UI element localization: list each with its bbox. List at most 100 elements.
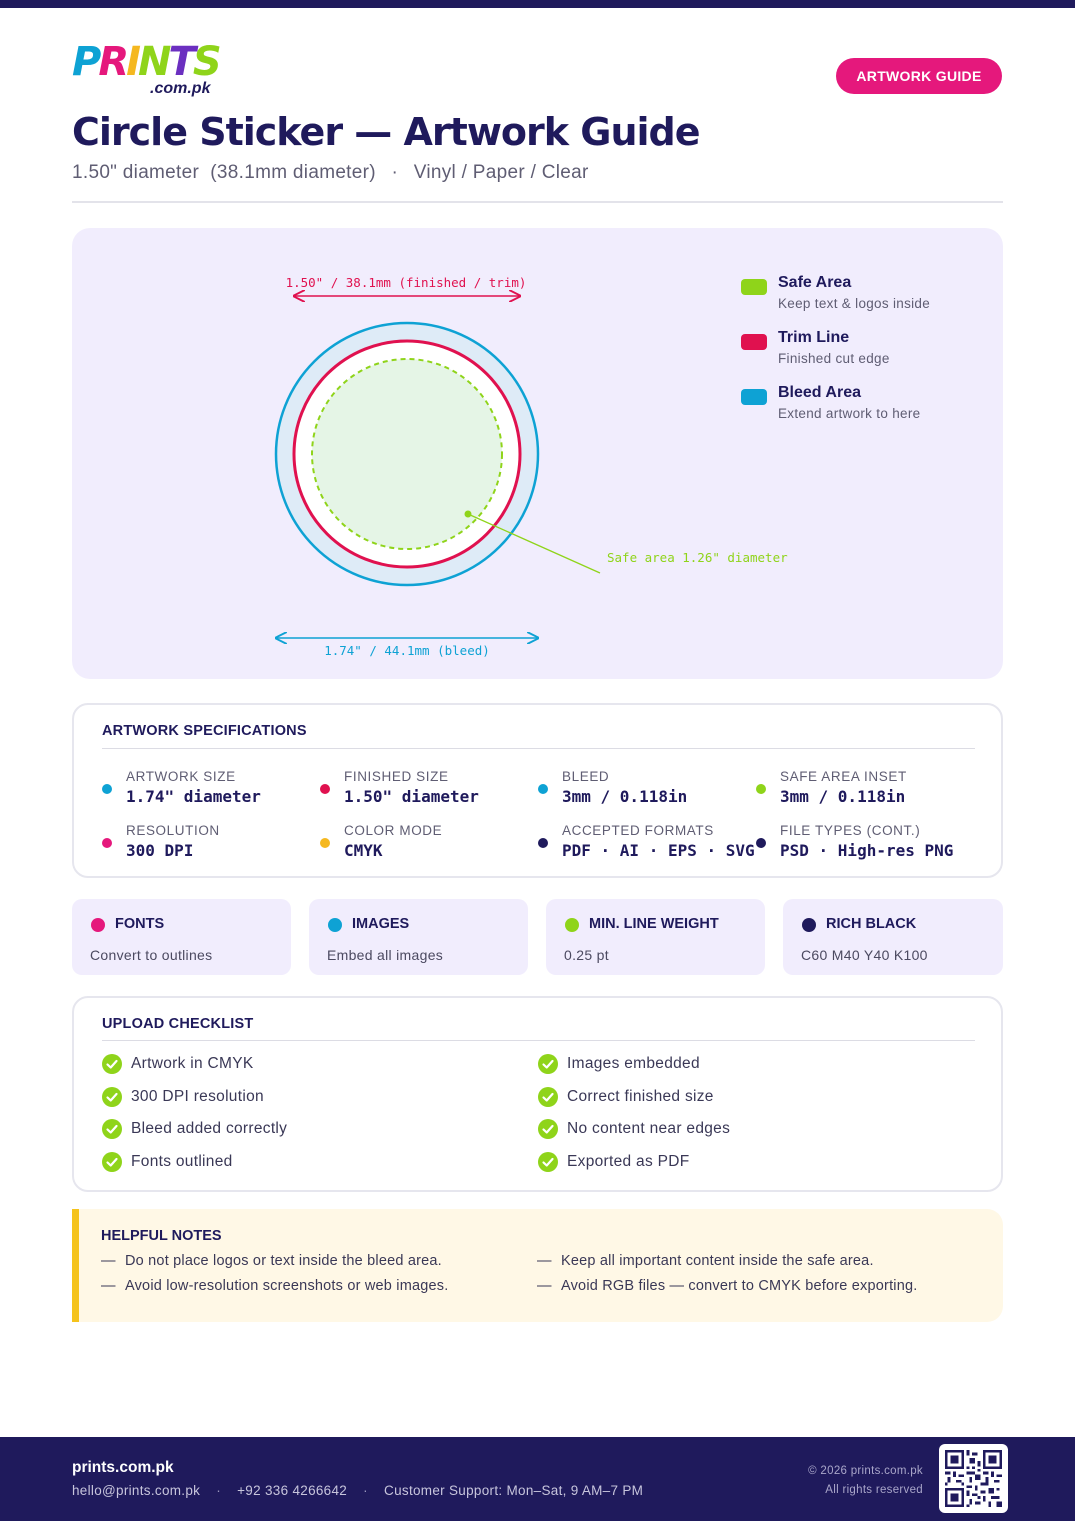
checklist-text: Images embedded bbox=[567, 1055, 700, 1072]
specs-divider bbox=[102, 748, 975, 749]
tile-desc: 0.25 pt bbox=[564, 947, 609, 963]
logo-domain: .com.pk bbox=[150, 80, 211, 97]
checklist-text: No content near edges bbox=[567, 1120, 731, 1137]
legend-item-safe: Safe Area Keep text & logos inside bbox=[741, 273, 930, 328]
spec-dot bbox=[102, 784, 112, 794]
spec-dot bbox=[320, 838, 330, 848]
check-icon bbox=[538, 1087, 558, 1107]
checklist-text: Correct finished size bbox=[567, 1088, 714, 1105]
tile-fonts: FONTS Convert to outlines bbox=[72, 899, 291, 975]
tile-desc: Convert to outlines bbox=[90, 947, 213, 963]
footer: prints.com.pk hello@prints.com.pk · +92 … bbox=[0, 1437, 1075, 1521]
spec-value: 1.74" diameter bbox=[126, 787, 261, 806]
footer-email-link[interactable]: hello@prints.com.pk bbox=[72, 1483, 201, 1498]
note-text: Do not place logos or text inside the bl… bbox=[125, 1253, 442, 1269]
footer-brand[interactable]: prints.com.pk bbox=[72, 1459, 174, 1476]
footer-support-hours: Customer Support: Mon–Sat, 9 AM–7 PM bbox=[384, 1483, 644, 1498]
checklist-text: Bleed added correctly bbox=[131, 1120, 288, 1137]
tile-dot bbox=[328, 918, 342, 932]
note-dash: — bbox=[101, 1253, 116, 1269]
safe-area-label: Safe area 1.26" diameter bbox=[607, 550, 788, 565]
footer-separator: · bbox=[363, 1483, 368, 1498]
qr-code-icon[interactable] bbox=[939, 1444, 1008, 1513]
spec-label: ACCEPTED FORMATS bbox=[562, 823, 714, 838]
checklist-text: Exported as PDF bbox=[567, 1153, 690, 1170]
tile-title: MIN. LINE WEIGHT bbox=[589, 916, 719, 932]
artwork-specifications-card: ARTWORK SPECIFICATIONS ARTWORK SIZE 1.74… bbox=[72, 703, 1003, 878]
logo-letter: I bbox=[126, 39, 141, 85]
tile-title: RICH BLACK bbox=[826, 916, 917, 932]
logo-letter: S bbox=[192, 39, 222, 85]
safe-area-leader-dot bbox=[464, 510, 472, 518]
helpful-notes-panel: HELPFUL NOTES — Do not place logos or tex… bbox=[72, 1209, 1003, 1322]
spec-label: RESOLUTION bbox=[126, 823, 220, 838]
size-text: 1.50" diameter bbox=[72, 162, 200, 183]
legend-desc: Keep text & logos inside bbox=[778, 296, 931, 311]
check-icon bbox=[538, 1054, 558, 1074]
materials-text: Vinyl / Paper / Clear bbox=[413, 162, 589, 183]
note-text: Avoid low-resolution screenshots or web … bbox=[125, 1278, 449, 1294]
size-metric-text: (38.1mm diameter) bbox=[210, 162, 376, 183]
header-divider bbox=[72, 201, 1003, 203]
legend-item-bleed: Bleed Area Extend artwork to here bbox=[741, 383, 930, 438]
prints-logo[interactable]: PRINTS .com.pk bbox=[72, 40, 232, 100]
note-item: — Keep all important content inside the s… bbox=[537, 1253, 874, 1269]
legend-title: Trim Line bbox=[778, 329, 850, 346]
safe-area-circle bbox=[311, 358, 503, 550]
spec-value: PDF · AI · EPS · SVG bbox=[562, 841, 755, 860]
spec-dot bbox=[320, 784, 330, 794]
checklist-text: Fonts outlined bbox=[131, 1153, 233, 1170]
tile-rich-black: RICH BLACK C60 M40 Y40 K100 bbox=[783, 899, 1003, 975]
check-icon bbox=[538, 1152, 558, 1172]
check-icon bbox=[102, 1087, 122, 1107]
sticker-diagram-panel: 1.50" / 38.1mm (finished / trim) Safe ar… bbox=[72, 228, 1003, 679]
spec-label: FILE TYPES (CONT.) bbox=[780, 823, 921, 838]
tile-title: FONTS bbox=[115, 916, 165, 932]
footer-separator: · bbox=[216, 1483, 222, 1498]
top-accent-bar bbox=[0, 0, 1075, 8]
note-item: — Avoid RGB files — convert to CMYK befor… bbox=[537, 1278, 917, 1294]
sticker-diagram: 1.50" / 38.1mm (finished / trim) Safe ar… bbox=[274, 275, 788, 658]
specs-heading: ARTWORK SPECIFICATIONS bbox=[102, 723, 307, 739]
spec-label: FINISHED SIZE bbox=[344, 769, 449, 784]
spec-label: BLEED bbox=[562, 769, 610, 784]
spec-value: 1.50" diameter bbox=[344, 787, 479, 806]
rights-text: All rights reserved bbox=[825, 1484, 923, 1496]
tile-min-line-weight: MIN. LINE WEIGHT 0.25 pt bbox=[546, 899, 765, 975]
legend-title: Safe Area bbox=[778, 274, 852, 291]
legend-desc: Extend artwork to here bbox=[778, 406, 921, 421]
safe-swatch bbox=[741, 279, 767, 295]
check-icon bbox=[102, 1119, 122, 1139]
spec-value: CMYK bbox=[344, 841, 383, 860]
checklist-heading: UPLOAD CHECKLIST bbox=[102, 1016, 254, 1032]
spec-value: PSD · High-res PNG bbox=[780, 841, 954, 860]
tile-desc: C60 M40 Y40 K100 bbox=[801, 947, 928, 963]
note-text: Keep all important content inside the sa… bbox=[561, 1253, 874, 1269]
tile-dot bbox=[565, 918, 579, 932]
spec-dot bbox=[756, 838, 766, 848]
trim-swatch bbox=[741, 334, 767, 350]
footer-contact: hello@prints.com.pk · +92 336 4266642 · … bbox=[72, 1483, 643, 1498]
trim-dimension-label: 1.50" / 38.1mm (finished / trim) bbox=[286, 275, 527, 290]
logo-letter: P bbox=[72, 39, 101, 85]
tile-dot bbox=[802, 918, 816, 932]
safe-area-leader-line bbox=[467, 513, 601, 574]
spec-label: COLOR MODE bbox=[344, 823, 443, 838]
note-dash: — bbox=[537, 1278, 552, 1294]
checklist-text: Artwork in CMYK bbox=[131, 1055, 254, 1072]
note-item: — Do not place logos or text inside the b… bbox=[101, 1253, 442, 1269]
tile-title: IMAGES bbox=[352, 916, 410, 932]
legend-desc: Finished cut edge bbox=[778, 351, 890, 366]
note-text: Avoid RGB files — convert to CMYK before… bbox=[561, 1278, 918, 1294]
spec-value: 300 DPI bbox=[126, 841, 194, 860]
footer-phone-link[interactable]: +92 336 4266642 bbox=[237, 1483, 348, 1498]
spec-label: ARTWORK SIZE bbox=[126, 769, 236, 784]
qr-code-graphic bbox=[945, 1450, 1002, 1507]
logo-letter: R bbox=[98, 39, 129, 85]
spec-dot bbox=[756, 784, 766, 794]
page-title: Circle Sticker — Artwork Guide bbox=[72, 110, 701, 154]
tile-images: IMAGES Embed all images bbox=[309, 899, 528, 975]
subtitle-separator: · bbox=[391, 162, 399, 183]
page-subtitle: 1.50" diameter (38.1mm diameter) · Vinyl… bbox=[72, 162, 589, 184]
legend-item-trim: Trim Line Finished cut edge bbox=[741, 328, 930, 383]
